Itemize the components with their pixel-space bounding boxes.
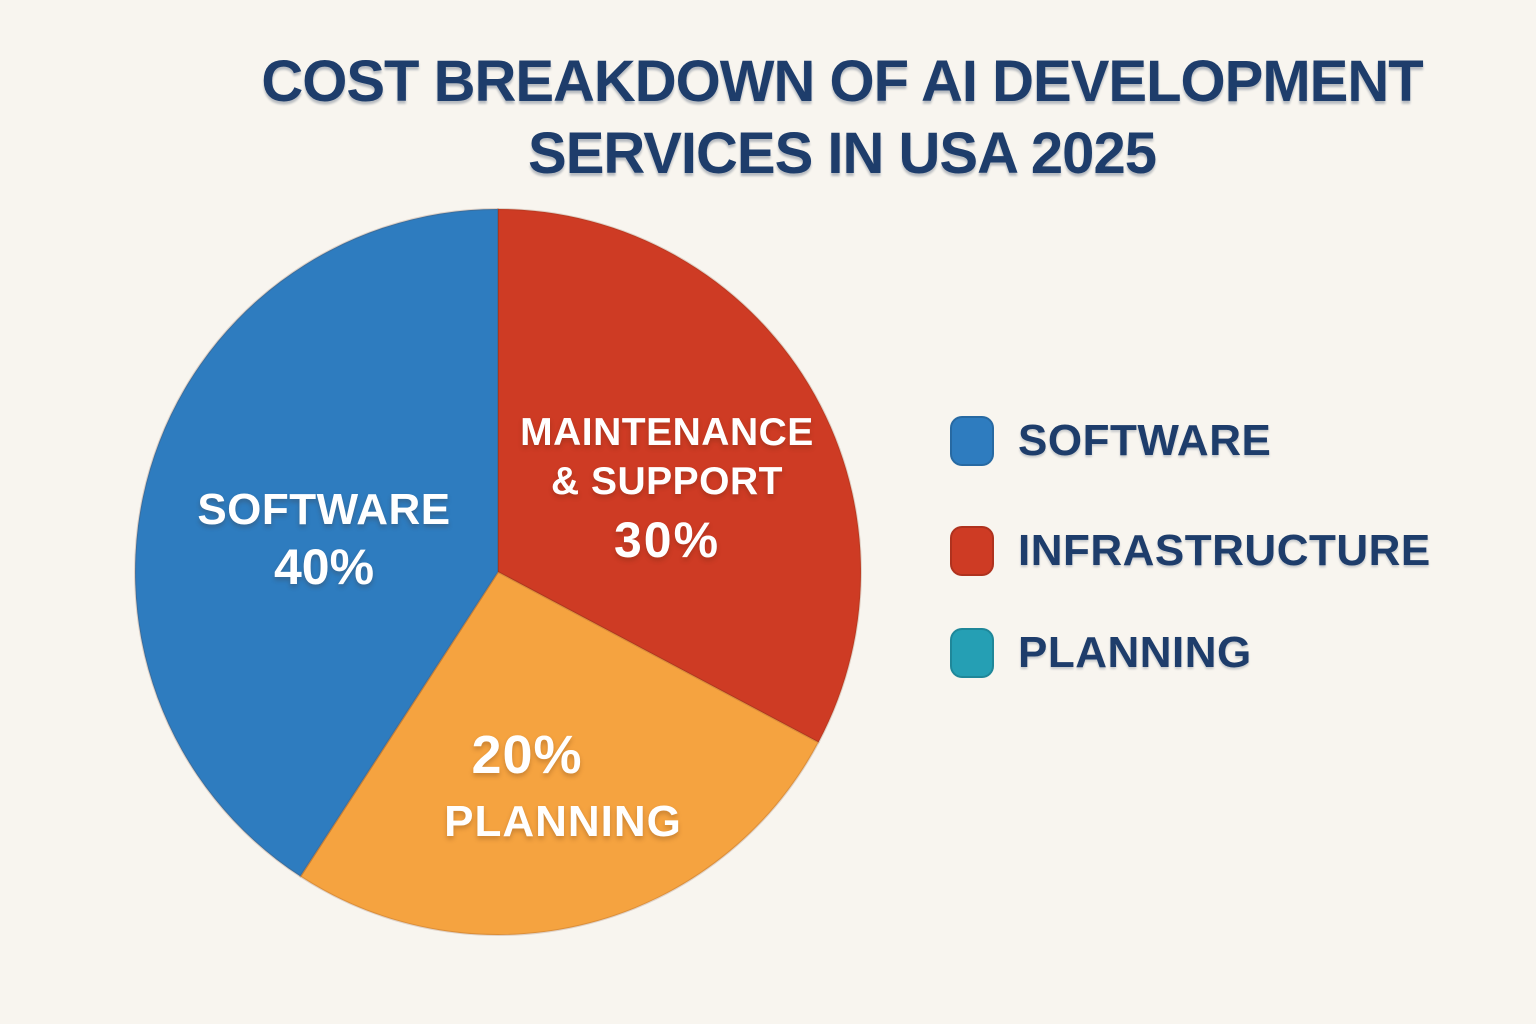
slice-label-planning-pct: 20% <box>471 725 583 785</box>
slice-label-software: SOFTWARE 40% <box>164 484 484 598</box>
chart-title-line2: SERVICES IN USA 2025 <box>528 121 1157 186</box>
legend-item-planning: PLANNING <box>950 628 1252 678</box>
slice-label-planning-name: PLANNING <box>444 797 682 846</box>
pie-slice-planning <box>299 571 820 936</box>
legend-label-software: SOFTWARE <box>1018 416 1272 465</box>
slice-label-software-name: SOFTWARE <box>197 485 451 534</box>
legend-item-software: SOFTWARE <box>950 416 1271 466</box>
legend-label-infrastructure: INFRASTRUCTURE <box>1018 526 1431 575</box>
legend-swatch-planning <box>950 628 994 678</box>
legend-swatch-software <box>950 416 994 466</box>
pie-slice-maintenance-support <box>497 208 862 744</box>
chart-title: COST BREAKDOWN OF AI DEVELOPMENT SERVICE… <box>0 46 1536 190</box>
slice-label-maintenance-pct: 30% <box>613 512 721 568</box>
legend-swatch-infrastructure <box>950 526 994 576</box>
slice-label-maintenance-support: MAINTENANCE & SUPPORT 30% <box>517 408 817 570</box>
slice-label-software-pct: 40% <box>273 539 375 595</box>
chart-title-line1: COST BREAKDOWN OF AI DEVELOPMENT <box>261 49 1423 114</box>
slice-label-maintenance-line2: & SUPPORT <box>550 460 784 503</box>
legend-label-planning: PLANNING <box>1018 628 1252 677</box>
legend-item-infrastructure: INFRASTRUCTURE <box>950 526 1431 576</box>
pie-slice-software <box>134 208 499 878</box>
slice-label-maintenance-line1: MAINTENANCE <box>520 411 814 454</box>
